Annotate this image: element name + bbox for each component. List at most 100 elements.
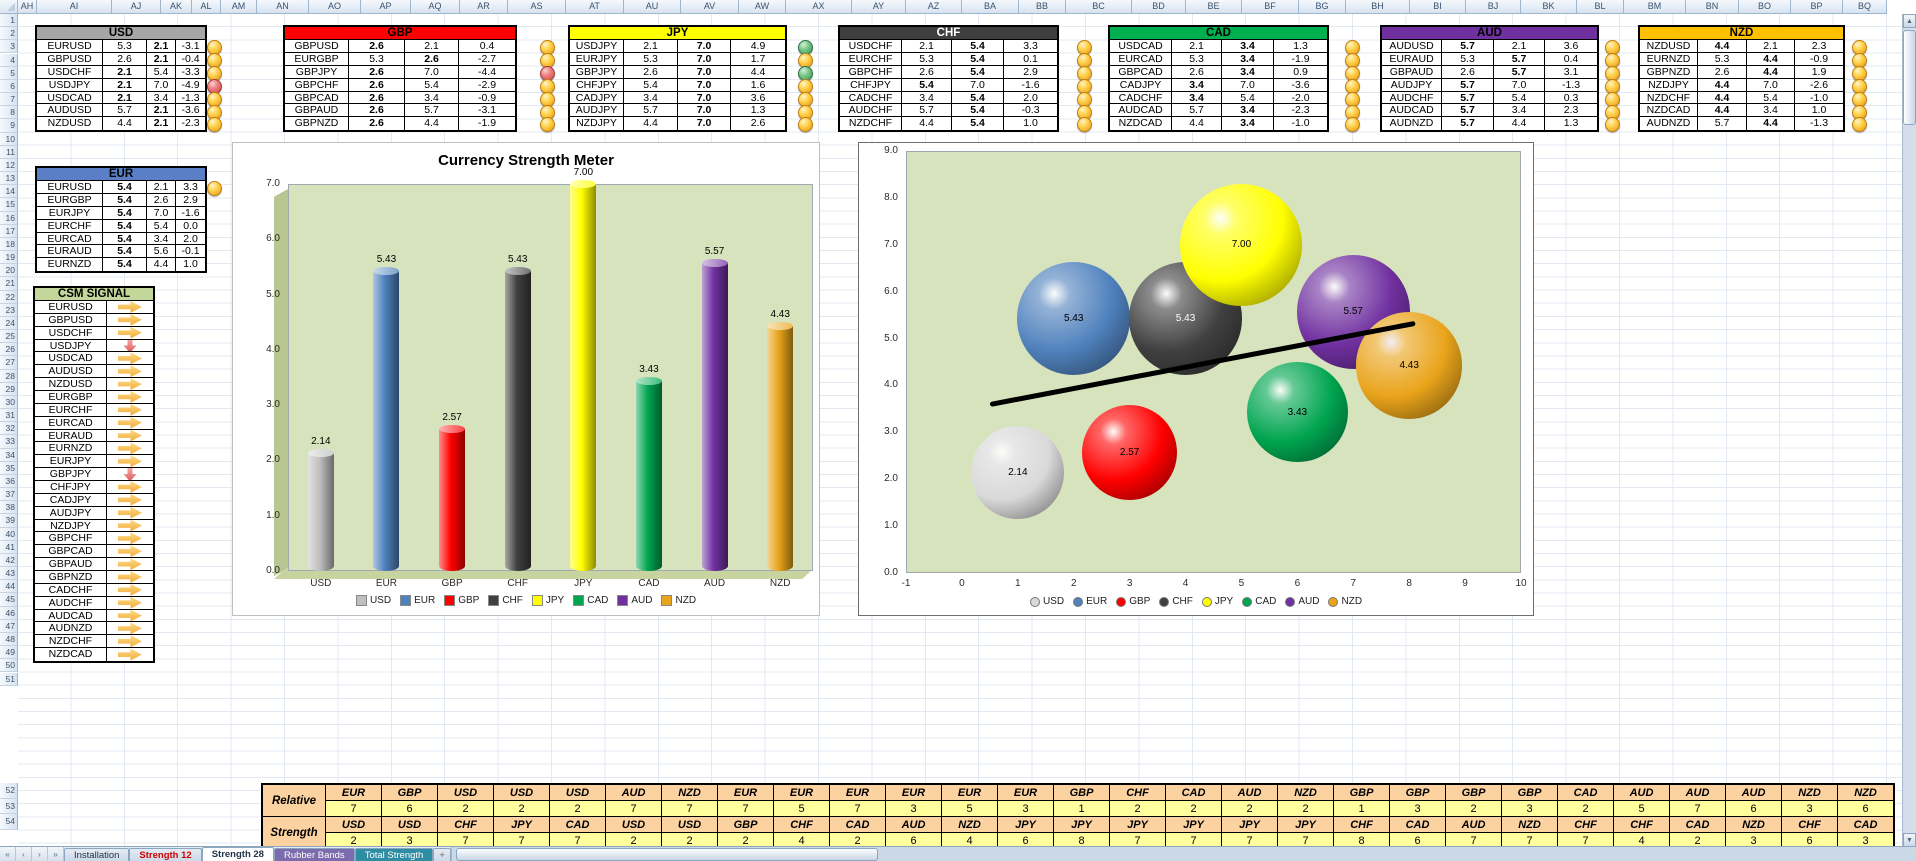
- rs-sv-cell[interactable]: 6: [1390, 833, 1445, 848]
- v1-cell[interactable]: 5.4: [103, 181, 147, 194]
- pair-cell[interactable]: GBPCAD: [285, 91, 349, 105]
- tab-scroll-prev-button[interactable]: ‹: [16, 847, 32, 861]
- row-header-29[interactable]: 29: [0, 382, 18, 396]
- rs-sv-cell[interactable]: 7: [1446, 833, 1501, 848]
- v2-cell[interactable]: 5.4: [405, 78, 459, 92]
- v3-cell[interactable]: -1.3: [1545, 78, 1597, 92]
- v3-cell[interactable]: 1.3: [731, 104, 785, 118]
- v3-cell[interactable]: 1.6: [731, 78, 785, 92]
- pair-cell[interactable]: CADJPY: [570, 91, 624, 105]
- row-header-24[interactable]: 24: [0, 316, 18, 331]
- v3-cell[interactable]: -1.9: [1274, 52, 1327, 66]
- pair-cell[interactable]: USDJPY: [37, 78, 103, 92]
- v2-cell[interactable]: 7.0: [405, 65, 459, 79]
- row-header-30[interactable]: 30: [0, 395, 18, 410]
- v3-cell[interactable]: -1.9: [459, 117, 515, 131]
- pair-cell[interactable]: NZDJPY: [570, 117, 624, 131]
- column-header-AT[interactable]: AT: [566, 0, 624, 14]
- rs-rv-cell[interactable]: 2: [438, 801, 493, 816]
- csm-pair-cell[interactable]: NZDUSD: [35, 378, 107, 392]
- column-header-AV[interactable]: AV: [681, 0, 739, 14]
- column-header-BP[interactable]: BP: [1791, 0, 1843, 14]
- v1-cell[interactable]: 5.7: [1442, 78, 1494, 92]
- v2-cell[interactable]: 5.4: [952, 65, 1004, 79]
- rs-rv-cell[interactable]: 3: [1782, 801, 1837, 816]
- rs-rc-cell[interactable]: USD: [438, 785, 493, 800]
- v3-cell[interactable]: 3.1: [1545, 65, 1597, 79]
- rs-sc-cell[interactable]: USD: [382, 817, 437, 832]
- column-header-AZ[interactable]: AZ: [906, 0, 962, 14]
- rs-rc-cell[interactable]: AUD: [1670, 785, 1725, 800]
- rs-rc-cell[interactable]: GBP: [1334, 785, 1389, 800]
- pair-cell[interactable]: EURAUD: [37, 245, 103, 259]
- row-header-2[interactable]: 2: [0, 27, 18, 41]
- rs-sv-cell[interactable]: 7: [494, 833, 549, 848]
- csm-signal-cell[interactable]: [107, 558, 153, 572]
- column-header-AJ[interactable]: AJ: [112, 0, 161, 14]
- pair-cell[interactable]: CADJPY: [1110, 78, 1172, 92]
- csm-signal-cell[interactable]: [107, 378, 153, 392]
- pair-cell[interactable]: AUDNZD: [1640, 117, 1698, 131]
- rs-sc-cell[interactable]: USD: [606, 817, 661, 832]
- v1-cell[interactable]: 2.6: [1172, 65, 1222, 79]
- v2-cell[interactable]: 7.0: [1747, 78, 1795, 92]
- v1-cell[interactable]: 5.7: [1442, 91, 1494, 105]
- pair-cell[interactable]: EURCAD: [1110, 52, 1172, 66]
- csm-pair-cell[interactable]: CADJPY: [35, 493, 107, 507]
- sheet-tab-rubber-bands[interactable]: Rubber Bands: [273, 848, 355, 861]
- sheet-tab-installation[interactable]: Installation: [64, 848, 130, 861]
- v1-cell[interactable]: 5.4: [103, 193, 147, 207]
- rs-sv-cell[interactable]: 8: [1054, 833, 1109, 848]
- v1-cell[interactable]: 5.4: [902, 78, 952, 92]
- v3-cell[interactable]: -1.6: [176, 206, 205, 220]
- v2-cell[interactable]: 3.4: [147, 232, 176, 246]
- row-header-23[interactable]: 23: [0, 303, 18, 317]
- v3-cell[interactable]: 3.6: [1545, 40, 1597, 53]
- pair-cell[interactable]: AUDCAD: [1382, 104, 1442, 118]
- csm-pair-cell[interactable]: USDJPY: [35, 339, 107, 353]
- row-header-22[interactable]: 22: [0, 290, 18, 304]
- v1-cell[interactable]: 5.4: [103, 258, 147, 272]
- v3-cell[interactable]: -0.1: [176, 245, 205, 259]
- pair-cell[interactable]: GBPAUD: [1382, 65, 1442, 79]
- csm-pair-cell[interactable]: USDCAD: [35, 352, 107, 366]
- rs-sc-cell[interactable]: CAD: [830, 817, 885, 832]
- v3-cell[interactable]: -1.6: [1004, 78, 1057, 92]
- rs-sv-cell[interactable]: 2: [1670, 833, 1725, 848]
- rs-rc-cell[interactable]: CAD: [1166, 785, 1221, 800]
- v1-cell[interactable]: 3.4: [902, 91, 952, 105]
- pair-cell[interactable]: USDCAD: [1110, 40, 1172, 53]
- csm-pair-cell[interactable]: EURCHF: [35, 403, 107, 417]
- v3-cell[interactable]: 1.7: [731, 52, 785, 66]
- v1-cell[interactable]: 2.6: [349, 117, 405, 131]
- v3-cell[interactable]: -2.9: [459, 78, 515, 92]
- v1-cell[interactable]: 2.1: [1172, 40, 1222, 53]
- column-header-AP[interactable]: AP: [361, 0, 411, 14]
- rs-rv-cell[interactable]: 2: [550, 801, 605, 816]
- csm-signal-cell[interactable]: [107, 339, 153, 353]
- tab-scroll-first-button[interactable]: «: [0, 847, 16, 861]
- pair-cell[interactable]: GBPNZD: [1640, 65, 1698, 79]
- v3-cell[interactable]: 2.3: [1795, 40, 1843, 53]
- row-header-35[interactable]: 35: [0, 461, 18, 475]
- rs-rc-cell[interactable]: AUD: [606, 785, 661, 800]
- v1-cell[interactable]: 4.4: [103, 117, 147, 131]
- row-header-7[interactable]: 7: [0, 93, 18, 107]
- rs-sc-cell[interactable]: USD: [326, 817, 381, 832]
- rs-rv-cell[interactable]: 6: [1726, 801, 1781, 816]
- v2-cell[interactable]: 7.0: [678, 40, 731, 53]
- column-header-AI[interactable]: AI: [37, 0, 112, 14]
- bar-chart[interactable]: Currency Strength Meter 0.0 1.0 2.0 3.0 4.0 5.…: [232, 142, 820, 616]
- v2-cell[interactable]: 3.4: [1222, 65, 1274, 79]
- v2-cell[interactable]: 5.4: [147, 219, 176, 233]
- v3-cell[interactable]: 3.3: [176, 181, 205, 194]
- row-header-12[interactable]: 12: [0, 158, 18, 173]
- v3-cell[interactable]: 2.6: [731, 117, 785, 131]
- csm-pair-cell[interactable]: NZDCHF: [35, 635, 107, 649]
- row-header-37[interactable]: 37: [0, 488, 18, 502]
- v3-cell[interactable]: 1.0: [1004, 117, 1057, 131]
- csm-pair-cell[interactable]: AUDUSD: [35, 365, 107, 379]
- v2-cell[interactable]: 7.0: [1222, 78, 1274, 92]
- row-header-1[interactable]: 1: [0, 14, 18, 28]
- row-header-38[interactable]: 38: [0, 501, 18, 515]
